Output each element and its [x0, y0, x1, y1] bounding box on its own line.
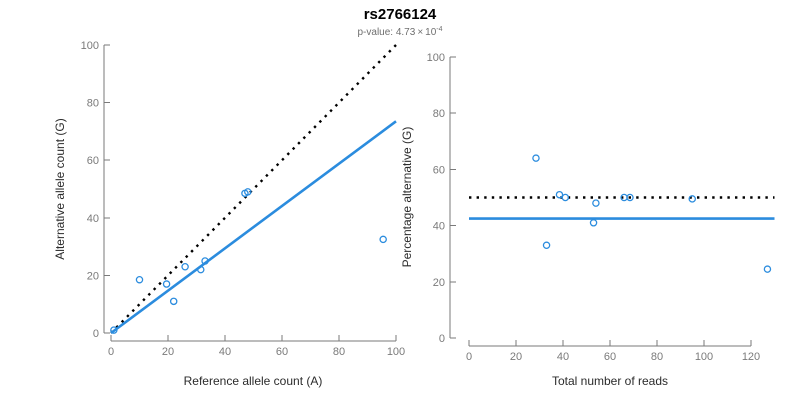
p-value-exponent: -4	[436, 26, 442, 33]
data-point	[110, 326, 118, 334]
data-point	[197, 265, 205, 274]
x-tick-label: 60	[276, 346, 288, 358]
right-axis-ticks	[450, 56, 752, 346]
x-tick-label: 100	[387, 346, 405, 358]
data-point	[589, 219, 598, 227]
right-y-axis-title: Percentage alternative (G)	[400, 127, 414, 268]
data-point	[626, 193, 634, 202]
data-point	[561, 193, 570, 202]
left-panel: 0 20 40 60 80 100 0 20 40 60 80 100 Reference allel…	[53, 40, 405, 388]
p-value-times-symbol: ×	[417, 27, 423, 38]
data-point	[532, 154, 540, 162]
p-value-base: 10	[425, 27, 437, 38]
y-tick-label: 0	[439, 333, 445, 345]
x-tick-label: 20	[162, 346, 174, 358]
y-tick-label: 60	[87, 155, 99, 167]
y-tick-label: 20	[87, 270, 99, 282]
data-point	[169, 297, 178, 306]
y-tick-label: 60	[433, 164, 445, 176]
left-axis-tick-labels: 0 20 40 60 80 100 0 20 40 60 80 100	[81, 40, 406, 358]
y-tick-label: 40	[87, 213, 99, 225]
data-point	[181, 263, 189, 271]
data-point	[201, 257, 209, 265]
right-x-axis-title: Total number of reads	[552, 374, 668, 388]
data-point	[135, 275, 144, 284]
y-tick-label: 100	[427, 52, 445, 64]
x-tick-label: 20	[510, 351, 522, 363]
x-tick-label: 100	[695, 351, 713, 363]
y-tick-label: 80	[87, 98, 99, 110]
right-plot-area	[469, 154, 775, 273]
page-title: rs2766124	[364, 6, 437, 23]
x-tick-label: 0	[108, 346, 114, 358]
data-point	[379, 235, 387, 244]
data-point	[555, 190, 564, 199]
right-panel: 0 20 40 60 80 100 120 0 20 40 60 80 100 Total number…	[400, 52, 775, 388]
data-point	[244, 188, 252, 196]
x-tick-label: 40	[219, 346, 231, 358]
y-tick-label: 40	[433, 221, 445, 233]
y-tick-label: 100	[81, 40, 99, 52]
regression-fit-line	[110, 120, 397, 335]
y-tick-label: 20	[433, 277, 445, 289]
left-plot-area	[110, 44, 397, 335]
data-point	[688, 195, 697, 203]
y-tick-label: 80	[433, 108, 445, 120]
x-tick-label: 40	[557, 351, 569, 363]
left-x-axis-title: Reference allele count (A)	[184, 374, 323, 388]
x-tick-label: 0	[466, 351, 472, 363]
p-value-subtitle: p-value: 4.73 × 10-4	[357, 26, 442, 38]
data-point	[542, 241, 551, 250]
right-axis-tick-labels: 0 20 40 60 80 100 120 0 20 40 60 80 100	[427, 52, 761, 363]
x-tick-label: 60	[604, 351, 616, 363]
p-value-prefix: p-value: 4.73	[357, 27, 415, 38]
y-tick-label: 0	[93, 328, 99, 340]
svg-text:p-value: 4.73×10-4: p-value: 4.73 × 10-4	[357, 26, 442, 38]
data-point	[763, 265, 772, 273]
x-tick-label: 80	[333, 346, 345, 358]
x-tick-label: 80	[651, 351, 663, 363]
data-point	[162, 280, 171, 288]
data-point	[592, 199, 600, 207]
left-axis-ticks	[104, 44, 397, 341]
left-y-axis-title: Alternative allele count (G)	[53, 118, 67, 259]
x-tick-label: 120	[742, 351, 760, 363]
